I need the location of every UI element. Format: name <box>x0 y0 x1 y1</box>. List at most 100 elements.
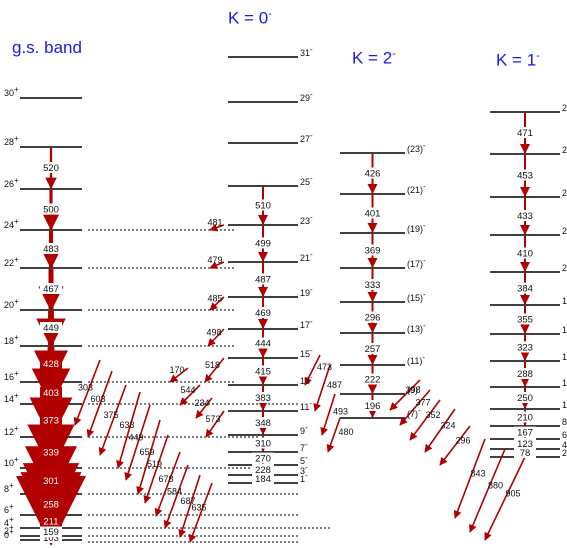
k2-k0-arrow-2 <box>313 364 331 412</box>
k0-gamma-label-3: 310 <box>255 439 271 450</box>
k1-level-label-3: 8- <box>562 414 567 427</box>
k1-k0-arrow-1 <box>469 448 506 533</box>
k0-gamma-label-4: 348 <box>255 418 271 429</box>
k1-k0-label-0: 905 <box>505 489 520 499</box>
k0-gamma-label-bg-6 <box>252 365 274 377</box>
k0-gs-arrow-11 <box>205 410 225 438</box>
k0-gs-arrow-16 <box>207 328 225 347</box>
k0-gs-label-16: 498 <box>206 328 221 338</box>
gs-gamma-label-bg-13 <box>40 162 62 173</box>
k2-level-label-2: (11)- <box>407 353 425 366</box>
k1-gamma-label-7: 355 <box>517 315 533 326</box>
k0-gs-label-19: 481 <box>207 218 222 228</box>
k1-level-label-6: 14- <box>562 349 567 362</box>
gs-gamma-label-bg-11 <box>40 243 62 254</box>
k0-gs-arrow-7 <box>116 391 141 469</box>
k0-level-label-3: 7- <box>300 440 308 453</box>
gs-gamma-label-13: 520 <box>43 163 59 174</box>
gs-level-label-15: 30+ <box>4 85 19 98</box>
k0-gs-label-15: 518 <box>205 360 220 370</box>
gs-level-label-9: 18+ <box>4 333 19 346</box>
k0-gamma-label-bg-11 <box>252 199 274 211</box>
k0-gamma-label-0: 184 <box>255 474 271 485</box>
k0-gamma-label-bg-1 <box>252 464 274 475</box>
k0-gs-arrow-14 <box>169 367 189 383</box>
gs-gamma-label-2: 211 <box>43 517 58 528</box>
k1-gamma-label-bg-10 <box>514 210 536 221</box>
gs-level-label-7: 14+ <box>4 391 19 404</box>
k2-gamma-label-bg-0 <box>361 400 384 411</box>
k1-k0-arrow-4 <box>424 408 456 453</box>
k2-k0-label-0: 480 <box>338 427 353 437</box>
gs-gamma-label-bg-4 <box>40 475 62 486</box>
k2-level-label-3: (13)- <box>407 321 426 334</box>
gs-gamma-label-8: 428 <box>43 359 59 370</box>
k1-gamma-label-12: 471 <box>517 128 533 139</box>
gs-level-label-6: 12+ <box>4 424 19 437</box>
k1-level-label-8: 18- <box>562 293 567 306</box>
gs-gamma-label-bg-7 <box>40 387 62 398</box>
k1-gamma-label-bg-0 <box>514 447 536 458</box>
k1-level-label-9: 20- <box>562 260 567 273</box>
k0-level-label-1: 3- <box>300 463 308 476</box>
k0-gamma-label-bg-0 <box>252 473 274 484</box>
k1-gamma-label-bg-7 <box>514 313 536 325</box>
gs-gamma-label-6: 373 <box>43 416 59 427</box>
gs-gamma-label-bg-5 <box>40 446 62 458</box>
k1-level-label-7: 16- <box>562 322 567 335</box>
k0-gs-label-2: 584 <box>167 487 182 497</box>
k1-level-label-2: 6- <box>562 427 567 440</box>
k0-gs-arrow-8 <box>98 384 127 456</box>
k1-level-label-1: 4- <box>562 437 567 450</box>
k0-level-label-14: 29- <box>300 90 313 103</box>
k0-level-label-13: 27- <box>300 131 313 144</box>
k1-gamma-label-bg-2 <box>514 426 536 438</box>
k2-level-label-7: (21)- <box>407 182 426 195</box>
k1-gamma-label-2: 167 <box>517 428 533 439</box>
k0-gs-label-0: 635 <box>191 503 206 513</box>
gs-gamma-label-bg-12 <box>40 203 62 215</box>
k0-gs-label-3: 678 <box>158 474 173 484</box>
gs-gamma-label-bg-3 <box>40 498 62 510</box>
k1-gamma-label-4: 250 <box>517 393 533 404</box>
k0-gamma-label-8: 469 <box>255 308 271 319</box>
gs-gamma-label-bg-10 <box>40 283 62 294</box>
k0-gs-arrow-5 <box>136 419 161 495</box>
k0-gamma-label-1: 228 <box>255 465 271 476</box>
k0-gamma-label-bg-2 <box>252 452 274 464</box>
k2-gamma-label-bg-4 <box>361 279 384 290</box>
k2-k0-label-2: 487 <box>327 380 342 390</box>
k1-gamma-label-bg-4 <box>514 392 536 403</box>
k2-gamma-label-2: 257 <box>365 344 381 355</box>
k0-gs-arrow-10 <box>73 359 101 426</box>
gs-gamma-label-bg-8 <box>40 358 62 369</box>
k0-gs-arrow-0 <box>188 482 213 543</box>
gs-level-label-8: 16+ <box>4 369 19 382</box>
k1-gamma-label-6: 323 <box>517 343 533 354</box>
gs-band-title-text: g.s. band <box>12 38 82 57</box>
k0-level-label-4: 9- <box>300 423 308 436</box>
gs-band-title: g.s. band <box>12 38 82 58</box>
k1-gamma-label-5: 288 <box>517 369 533 380</box>
k0-gs-label-10: 303 <box>78 383 93 393</box>
k2-level-label-4: (15)- <box>407 290 426 303</box>
k2-gamma-label-7: 426 <box>365 169 381 180</box>
k0-gs-arrow-15 <box>204 357 225 383</box>
gs-gamma-label-12: 500 <box>43 205 59 216</box>
k0-gamma-label-bg-5 <box>252 392 274 403</box>
k0-band-title-sup: - <box>268 8 272 20</box>
k1-band-title: K = 1- <box>496 50 540 71</box>
gs-gamma-label-1: 159 <box>43 527 59 538</box>
k1-gamma-label-bg-12 <box>514 127 536 138</box>
k2-gamma-label-1: 222 <box>365 375 381 386</box>
k2-band-title-sup: - <box>392 48 396 60</box>
k1-gamma-label-bg-9 <box>514 247 536 259</box>
gs-gamma-label-bg-2 <box>40 515 62 527</box>
k1-k0-arrow-0 <box>484 456 526 541</box>
k0-gs-label-18: 479 <box>207 255 222 265</box>
k0-gs-arrow-4 <box>143 434 169 504</box>
k0-gamma-label-2: 270 <box>255 454 271 465</box>
k0-gs-arrow-19 <box>209 223 225 232</box>
gs-gamma-label-11: 483 <box>43 244 59 255</box>
